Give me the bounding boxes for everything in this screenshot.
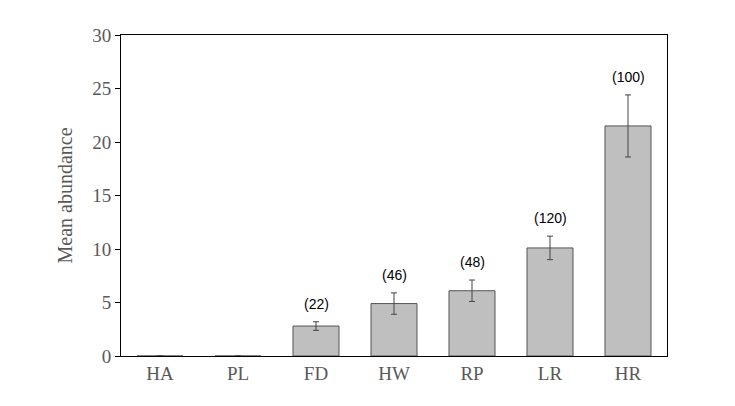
svg-text:5: 5 bbox=[102, 292, 112, 313]
svg-text:HR: HR bbox=[615, 363, 642, 384]
svg-text:RP: RP bbox=[460, 363, 483, 384]
svg-text:(22): (22) bbox=[304, 296, 329, 312]
svg-text:(100): (100) bbox=[612, 69, 645, 85]
svg-text:Mean abundance: Mean abundance bbox=[54, 127, 76, 263]
svg-text:HA: HA bbox=[146, 363, 174, 384]
svg-text:HW: HW bbox=[378, 363, 410, 384]
svg-text:0: 0 bbox=[102, 346, 112, 367]
svg-text:LR: LR bbox=[538, 363, 563, 384]
svg-text:FD: FD bbox=[304, 363, 328, 384]
svg-text:PL: PL bbox=[227, 363, 249, 384]
svg-text:(46): (46) bbox=[382, 267, 407, 283]
svg-text:(48): (48) bbox=[460, 254, 485, 270]
svg-text:20: 20 bbox=[92, 132, 111, 153]
svg-text:25: 25 bbox=[92, 78, 111, 99]
svg-text:15: 15 bbox=[92, 185, 111, 206]
svg-text:(120): (120) bbox=[534, 210, 567, 226]
svg-text:10: 10 bbox=[92, 239, 111, 260]
svg-text:30: 30 bbox=[92, 25, 111, 46]
